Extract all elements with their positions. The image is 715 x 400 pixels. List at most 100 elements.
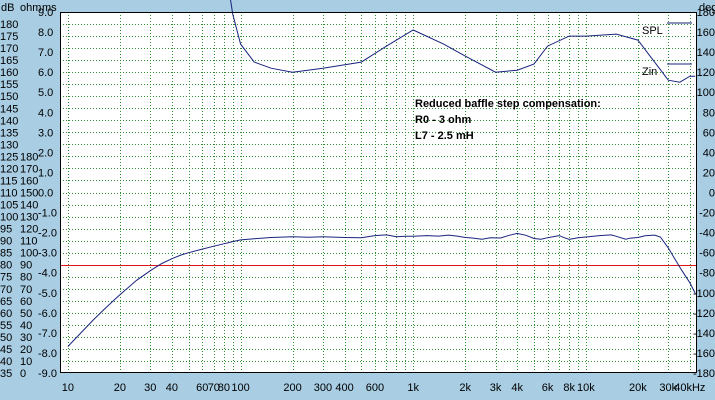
tick-label-x: 100 <box>231 382 249 394</box>
tick-label-x: 4k <box>511 382 523 394</box>
tick-label-db: 175 <box>0 31 18 43</box>
tick-label-db: 40 <box>0 356 12 368</box>
tick-label-ohm: 100 <box>20 248 38 260</box>
tick-label-db: 75 <box>0 272 12 284</box>
unit-header-ms: ms <box>42 2 57 14</box>
tick-label-ohm: 50 <box>20 308 32 320</box>
tick-label-db: 180 <box>0 19 18 31</box>
tick-label-db: 115 <box>0 175 18 187</box>
tick-label-db: 160 <box>0 67 18 79</box>
tick-label-x: 10 <box>62 382 74 394</box>
tick-label-x: 40kHz <box>674 382 705 394</box>
plot-border <box>60 12 697 373</box>
plot-area <box>60 12 697 373</box>
tick-label-db: 45 <box>0 344 12 356</box>
tick-label-ohm: 0 <box>20 368 26 380</box>
tick-label-x: 200 <box>283 382 301 394</box>
unit-header-deg: deg <box>699 2 715 14</box>
tick-label-db: 60 <box>0 308 12 320</box>
tick-label-db: 80 <box>0 260 12 272</box>
tick-label-deg: 120 <box>697 67 715 79</box>
tick-label-ohm: 130 <box>20 212 38 224</box>
legend-label-zin: Zin <box>642 66 657 78</box>
tick-label-deg: -160 <box>693 348 715 360</box>
tick-label-ohm: 80 <box>20 272 32 284</box>
tick-label-db: 120 <box>0 163 18 175</box>
tick-label-ms: 5.0 <box>38 87 53 99</box>
tick-label-ohm: 40 <box>20 320 32 332</box>
tick-label-db: 170 <box>0 43 18 55</box>
tick-label-ohm: 10 <box>20 356 32 368</box>
tick-label-db: 130 <box>0 139 18 151</box>
tick-label-db: 50 <box>0 332 12 344</box>
tick-label-db: 135 <box>0 127 18 139</box>
tick-label-x: 10k <box>577 382 595 394</box>
tick-label-db: 65 <box>0 296 12 308</box>
tick-label-db: 100 <box>0 212 18 224</box>
tick-label-x: 2k <box>459 382 471 394</box>
tick-label-deg: 40 <box>703 147 715 159</box>
unit-header-db: dB <box>1 2 14 14</box>
tick-label-x: 30k <box>659 382 677 394</box>
tick-label-deg: -40 <box>699 228 715 240</box>
tick-label-ms: -4.0 <box>38 268 57 280</box>
tick-label-db: 55 <box>0 320 12 332</box>
tick-label-deg: 0 <box>709 188 715 200</box>
tick-label-ms: -3.0 <box>38 248 57 260</box>
tick-label-x: 60 <box>196 382 208 394</box>
tick-label-x: 6k <box>542 382 554 394</box>
tick-label-deg: -180 <box>693 368 715 380</box>
annotation-line-2: R0 - 3 ohm <box>415 114 471 126</box>
tick-label-db: 140 <box>0 115 18 127</box>
tick-label-ms: 3.0 <box>38 127 53 139</box>
tick-label-ms: 4.0 <box>38 107 53 119</box>
tick-label-deg: 60 <box>703 127 715 139</box>
tick-label-ohm: 60 <box>20 296 32 308</box>
tick-label-deg: -120 <box>693 308 715 320</box>
tick-label-x: 80 <box>218 382 230 394</box>
tick-label-x: 400 <box>335 382 353 394</box>
tick-label-x: 3k <box>490 382 502 394</box>
tick-label-ohm: 110 <box>20 236 38 248</box>
tick-label-ohm: 140 <box>20 200 38 212</box>
tick-label-deg: -100 <box>693 288 715 300</box>
tick-label-deg: -80 <box>699 268 715 280</box>
annotation-line-1: Reduced baffle step compensation: <box>415 98 601 110</box>
tick-label-x: 30 <box>144 382 156 394</box>
tick-label-deg: 20 <box>703 167 715 179</box>
tick-label-ms: 7.0 <box>38 47 53 59</box>
legend: SPL Zin <box>642 22 692 78</box>
tick-label-db: 110 <box>0 188 18 200</box>
tick-label-ms: -6.0 <box>38 308 57 320</box>
annotation: Reduced baffle step compensation: R0 - 3… <box>415 98 601 142</box>
tick-label-deg: 80 <box>703 107 715 119</box>
tick-label-x: 70 <box>208 382 220 394</box>
tick-label-ohm: 90 <box>20 260 32 272</box>
tick-label-deg: 160 <box>697 27 715 39</box>
tick-label-ms: -7.0 <box>38 328 57 340</box>
tick-label-ohm: 150 <box>20 188 38 200</box>
tick-label-db: 105 <box>0 200 18 212</box>
tick-label-x: 600 <box>366 382 384 394</box>
series-line-zin <box>230 0 696 83</box>
tick-label-ohm: 170 <box>20 163 38 175</box>
tick-label-db: 90 <box>0 236 12 248</box>
tick-label-db: 145 <box>0 103 18 115</box>
tick-label-db: 150 <box>0 91 18 103</box>
tick-label-ms: 9.0 <box>38 7 53 19</box>
tick-label-deg: -20 <box>699 208 715 220</box>
tick-label-ohm: 70 <box>20 284 32 296</box>
tick-label-db: 35 <box>0 368 12 380</box>
tick-label-ms: -8.0 <box>38 348 57 360</box>
tick-label-x: 20 <box>114 382 126 394</box>
tick-label-db: 125 <box>0 151 18 163</box>
tick-label-ms: -1.0 <box>38 208 57 220</box>
tick-label-ohm: 160 <box>20 175 38 187</box>
tick-label-ms: -5.0 <box>38 288 57 300</box>
series-line-spl <box>67 232 696 347</box>
tick-label-x: 1k <box>407 382 419 394</box>
tick-label-deg: 140 <box>697 47 715 59</box>
tick-label-ms: 6.0 <box>38 67 53 79</box>
tick-label-deg: 180 <box>697 7 715 19</box>
